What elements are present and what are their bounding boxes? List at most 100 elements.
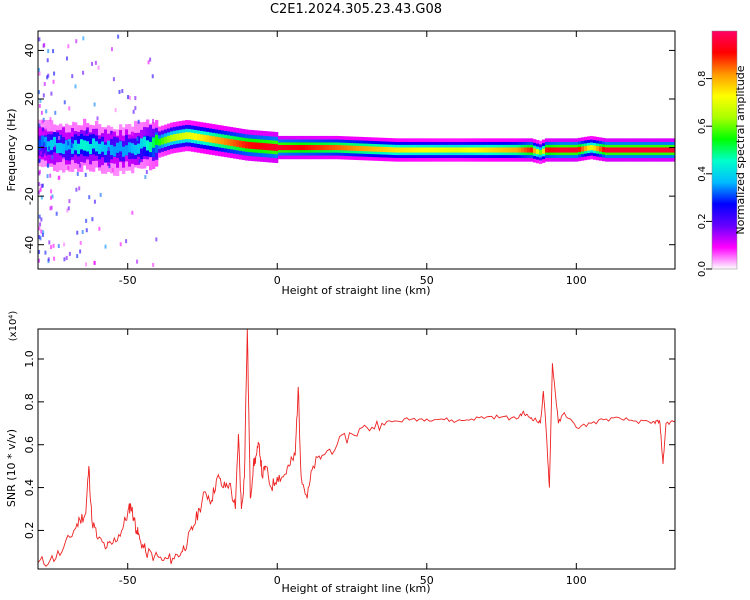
spectrogram-cell xyxy=(91,217,94,222)
spectrogram-cell xyxy=(74,140,78,151)
spectrogram-cell xyxy=(82,70,85,75)
spectrogram-cell xyxy=(104,244,107,249)
spectrogram-cell xyxy=(632,147,636,153)
spectrogram-cell xyxy=(127,95,130,100)
spectrogram-cell xyxy=(53,256,56,261)
spectrogram-cell xyxy=(374,146,378,152)
spectrogram-cell xyxy=(85,262,88,267)
spectrogram-cell xyxy=(485,147,489,153)
spectrogram-cell xyxy=(93,260,96,265)
spectrogram-cell xyxy=(57,175,60,180)
spectrogram-cell xyxy=(48,146,51,151)
spectrogram-cell xyxy=(39,236,42,241)
spectrogram-cell xyxy=(59,142,63,154)
spectrogram-cell xyxy=(350,145,354,151)
spectrogram-cell xyxy=(323,145,327,151)
spectrogram-cell xyxy=(76,171,79,176)
spectrogram-cell xyxy=(80,139,84,150)
colorbar: 0.0 0.2 0.4 0.6 0.8 Normalized spectral ampl… xyxy=(697,30,747,277)
spectrogram-cell xyxy=(227,138,231,146)
spectrogram-cell xyxy=(608,147,612,153)
spectrogram-cell xyxy=(512,147,516,153)
spectrogram-cell xyxy=(40,217,43,222)
spectrogram-cell xyxy=(65,140,69,151)
spectrogram-cell xyxy=(599,146,603,152)
spectrogram-cell xyxy=(479,147,483,153)
spectrogram-cell xyxy=(218,137,222,145)
spectrogram-cell xyxy=(97,65,100,70)
spectrogram-cell xyxy=(39,187,42,192)
spectrogram-cell xyxy=(380,146,384,152)
spectrogram-cell xyxy=(74,84,77,89)
spectrogram-ylabel: Frequency (Hz) xyxy=(5,109,18,192)
spectrogram-cell xyxy=(68,251,71,256)
spectrogram-cell xyxy=(560,147,564,153)
spectrogram-cell xyxy=(248,141,252,149)
spectrogram-cell xyxy=(46,58,49,63)
spectrogram-cell xyxy=(140,138,144,149)
spectrogram-cell xyxy=(401,147,405,153)
spectrogram-cell xyxy=(147,60,150,65)
spectrogram-cell xyxy=(144,175,147,180)
spectrogram-cell xyxy=(488,147,492,153)
spectrogram-cell xyxy=(107,140,111,151)
spectrogram-cell xyxy=(92,138,96,149)
spectrogram-cell xyxy=(94,60,97,65)
spectrogram-cell xyxy=(644,147,648,153)
spectrogram-cell xyxy=(170,134,174,142)
spectrogram-cell xyxy=(638,147,642,153)
spectrogram-cell xyxy=(203,134,207,142)
spectrogram-cell xyxy=(284,145,288,151)
spectrogram-cell xyxy=(79,249,82,254)
colorbar-tick-label: 0.8 xyxy=(697,71,708,87)
spectrogram-cell xyxy=(362,146,366,152)
spectrogram-cell xyxy=(66,208,69,213)
spectrogram-cell xyxy=(48,240,51,245)
spectrogram-cell xyxy=(566,147,570,153)
spectrogram-cell xyxy=(44,250,47,255)
spectrogram-cell xyxy=(104,144,108,155)
spectrogram-cell xyxy=(76,254,79,259)
spectrogram-cell xyxy=(200,134,204,142)
spectrogram-cell xyxy=(67,165,70,170)
spectrogram-cell xyxy=(314,145,318,151)
spectrogram-cell xyxy=(57,244,60,249)
spectrogram-frame xyxy=(37,30,676,270)
spectrogram-cell xyxy=(161,137,165,145)
spectrogram-cell xyxy=(52,49,55,54)
spectrogram-ytick-label: 40 xyxy=(23,43,36,57)
spectrogram-cell xyxy=(49,173,52,178)
spectrogram-cell xyxy=(569,147,573,153)
spectrogram-cell xyxy=(53,71,56,76)
spectrogram-cell xyxy=(108,164,111,169)
spectrogram-cell xyxy=(146,140,150,151)
spectrogram-xtick-label: -50 xyxy=(119,274,137,287)
spectrogram-ytick-label: -40 xyxy=(23,236,36,254)
spectrogram-cell xyxy=(50,189,53,194)
spectrogram-cell xyxy=(422,147,426,153)
figure-title: C2E1.2024.305.23.43.G08 xyxy=(270,2,442,17)
spectrogram-cell xyxy=(446,147,450,153)
spectrogram-cell xyxy=(521,147,525,153)
spectrogram-cell xyxy=(518,147,522,153)
spectrogram-cell xyxy=(42,117,45,122)
snr-ylabel: SNR (10 * v/v) xyxy=(5,429,18,507)
spectrogram-cell xyxy=(299,145,303,151)
spectrogram-cell xyxy=(71,143,75,154)
spectrogram-cell xyxy=(308,145,312,151)
spectrogram-cell xyxy=(63,257,66,262)
spectrogram-cell xyxy=(76,230,79,235)
snr-ytick-label: 1.0 xyxy=(23,350,36,368)
spectrogram-cell xyxy=(112,77,115,82)
spectrogram-cell xyxy=(149,141,153,153)
spectrogram-cell xyxy=(38,37,41,42)
snr-scale-label: (x10⁴) xyxy=(8,311,19,342)
spectrogram-cell xyxy=(131,143,135,154)
spectrogram-cell xyxy=(54,110,57,115)
spectrogram-cell xyxy=(182,132,186,140)
spectrogram-cell xyxy=(266,143,270,151)
spectrogram-cell xyxy=(107,142,111,163)
spectrogram-cell xyxy=(77,143,81,154)
spectrogram-cell xyxy=(347,145,351,151)
spectrogram-cell xyxy=(617,147,621,153)
